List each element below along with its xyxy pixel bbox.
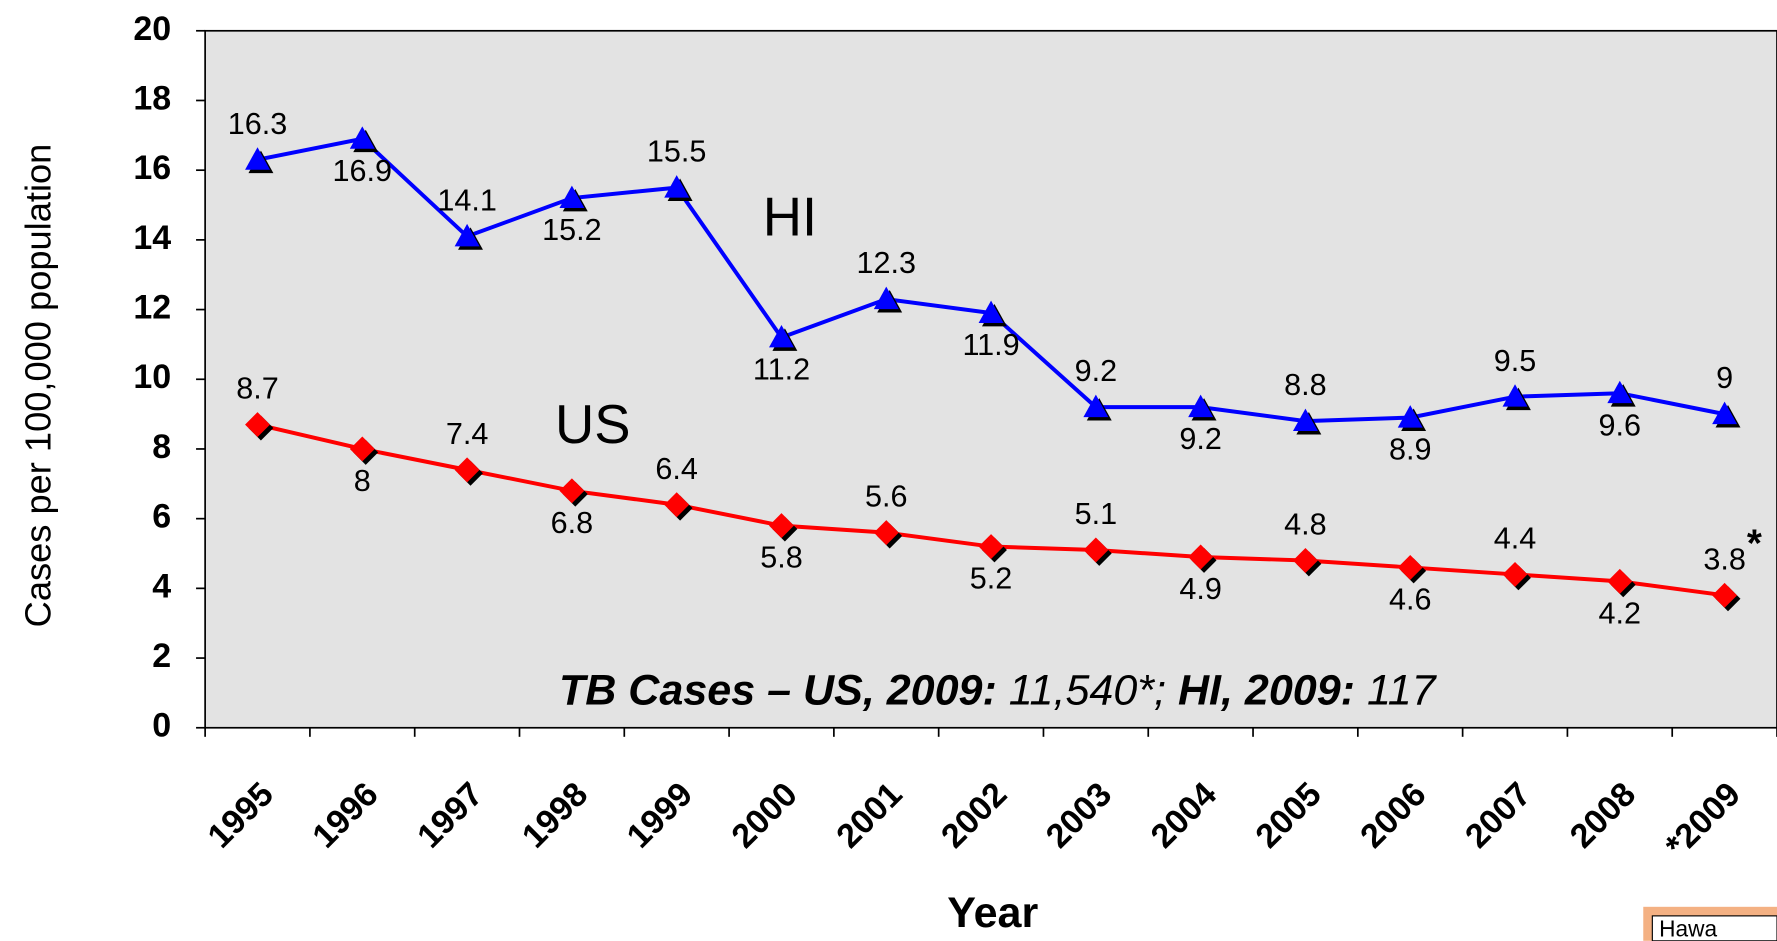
x-tick-label: *2009 xyxy=(1658,775,1748,865)
marker xyxy=(873,520,899,546)
x-tick-label: 2006 xyxy=(1353,775,1433,855)
y-axis-label: Cases per 100,000 population xyxy=(17,144,58,628)
y-tick-label: 10 xyxy=(133,358,171,396)
plot-area xyxy=(204,29,1777,729)
marker xyxy=(769,324,794,348)
marker xyxy=(1083,394,1109,418)
marker xyxy=(978,300,1004,324)
value-label: 5.2 xyxy=(970,562,1013,596)
value-label: 7.4 xyxy=(446,417,489,451)
value-label: 15.5 xyxy=(647,135,707,169)
value-label: 5.1 xyxy=(1075,497,1118,531)
marker xyxy=(349,126,375,149)
x-tick-label: 1996 xyxy=(305,775,385,855)
footnote-mark: * xyxy=(1747,523,1762,566)
value-label: 9.5 xyxy=(1494,344,1537,378)
y-tick-label: 12 xyxy=(133,289,171,327)
value-label: 16.9 xyxy=(333,154,393,188)
annotation: TB Cases – US, 2009: 11,540*; HI, 2009: … xyxy=(559,667,1438,715)
x-tick-label: 2004 xyxy=(1144,775,1224,855)
x-tick-label: 2002 xyxy=(934,775,1014,855)
x-tick-label: 2000 xyxy=(724,775,804,855)
y-tick-label: 8 xyxy=(152,428,171,466)
marker xyxy=(559,478,585,504)
annotation-part: TB Cases – US, 2009: xyxy=(559,667,997,715)
x-tick-label: 2008 xyxy=(1563,775,1643,855)
value-label: 4.4 xyxy=(1494,522,1537,556)
y-tick-label: 0 xyxy=(152,707,171,745)
x-tick-label: 2005 xyxy=(1248,775,1328,855)
marker xyxy=(1188,394,1214,418)
marker xyxy=(454,223,480,247)
value-label: 11.9 xyxy=(962,328,1019,362)
marker xyxy=(978,534,1004,560)
value-label: 9.2 xyxy=(1075,354,1118,388)
marker xyxy=(664,175,690,198)
marker xyxy=(769,513,794,539)
annotation-part: HI, 2009: xyxy=(1166,667,1355,715)
series-label: HI xyxy=(763,187,817,248)
y-tick-label: 2 xyxy=(152,637,171,675)
value-label: 8.8 xyxy=(1284,368,1327,402)
marker xyxy=(1502,384,1528,407)
value-label: 9 xyxy=(1716,361,1733,395)
value-label: 6.4 xyxy=(655,452,698,486)
x-tick-label: 1998 xyxy=(515,775,595,855)
x-tick-label: 1997 xyxy=(410,775,490,855)
marker xyxy=(1607,568,1633,594)
value-label: 6.8 xyxy=(551,506,594,540)
marker xyxy=(559,185,585,209)
marker xyxy=(245,147,270,170)
value-label: 8 xyxy=(354,464,371,498)
marker xyxy=(1292,408,1318,432)
value-label: 12.3 xyxy=(857,246,917,280)
marker xyxy=(1397,405,1423,428)
y-tick-label: 18 xyxy=(133,79,171,117)
x-tick-label: 2007 xyxy=(1458,775,1538,855)
marker xyxy=(873,286,899,310)
value-label: 8.9 xyxy=(1389,433,1432,467)
value-label: 4.8 xyxy=(1284,508,1327,542)
logo-box xyxy=(1651,915,1777,941)
x-tick-label: 2001 xyxy=(829,775,909,855)
marker xyxy=(1397,554,1423,580)
value-label: 9.2 xyxy=(1179,422,1222,456)
marker xyxy=(1712,401,1738,425)
value-label: 3.8 xyxy=(1703,542,1746,576)
logo-text: Hawa xyxy=(1659,916,1717,941)
y-tick-label: 6 xyxy=(152,498,171,536)
marker xyxy=(1607,380,1633,404)
y-tick-label: 14 xyxy=(133,219,171,257)
y-tick-label: 16 xyxy=(133,149,171,187)
value-label: 16.3 xyxy=(228,107,288,141)
value-label: 8.7 xyxy=(236,372,279,406)
value-label: 15.2 xyxy=(542,213,602,247)
marker xyxy=(1502,561,1528,587)
value-label: 4.2 xyxy=(1599,596,1642,630)
value-label: 5.6 xyxy=(865,480,908,514)
value-label: 4.9 xyxy=(1179,572,1222,606)
annotation-part: 11,540*; xyxy=(997,667,1166,715)
x-axis-label: Year xyxy=(947,889,1038,937)
y-tick-label: 20 xyxy=(133,10,171,48)
value-label: 14.1 xyxy=(437,183,497,217)
value-label: 4.6 xyxy=(1389,583,1432,617)
series-label: US xyxy=(555,394,631,455)
x-tick-label: 2003 xyxy=(1039,775,1119,855)
y-tick-label: 4 xyxy=(152,567,171,605)
annotation-part: 117 xyxy=(1355,667,1438,715)
value-label: 5.8 xyxy=(760,541,803,575)
x-tick-label: 1995 xyxy=(201,775,281,855)
value-label: 11.2 xyxy=(753,353,810,387)
value-label: 9.6 xyxy=(1599,408,1642,442)
x-tick-label: 1999 xyxy=(620,775,700,855)
